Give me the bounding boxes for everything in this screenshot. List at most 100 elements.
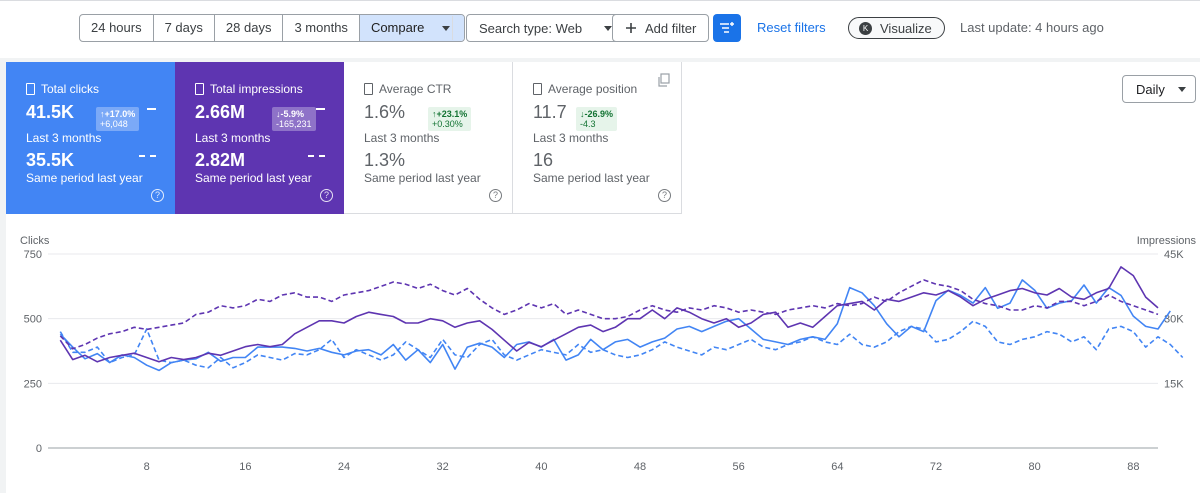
last-update-text: Last update: 4 hours ago bbox=[960, 20, 1104, 35]
change-badge: ↑+23.1% +0.30% bbox=[428, 107, 472, 131]
x-tick-label: 40 bbox=[535, 461, 547, 473]
range-3-months[interactable]: 3 months bbox=[283, 15, 360, 41]
add-filter-label: Add filter bbox=[645, 20, 697, 36]
card-header: Average CTR bbox=[364, 82, 512, 96]
card-value: 1.6% bbox=[364, 102, 406, 122]
search-type-dropdown[interactable]: Search type: Web bbox=[466, 14, 626, 42]
reset-filters-link[interactable]: Reset filters bbox=[757, 20, 826, 35]
chevron-down-icon bbox=[604, 25, 613, 31]
range-28-days[interactable]: 28 days bbox=[215, 15, 284, 41]
card-value: 2.66M bbox=[195, 102, 246, 122]
y-tick-label-left: 0 bbox=[36, 443, 42, 455]
performance-panel: Total clicks 41.5K ↑+17.0% +6,048 Last 3… bbox=[6, 62, 1200, 493]
x-tick-label: 32 bbox=[437, 461, 449, 473]
compare-dropdown[interactable]: Compare bbox=[359, 15, 465, 41]
checkbox-icon bbox=[533, 83, 542, 95]
card-header: Total impressions bbox=[195, 82, 344, 96]
visualize-button[interactable]: K Visualize bbox=[848, 17, 945, 39]
series-line-2 bbox=[59, 266, 1159, 363]
series-line-3 bbox=[59, 279, 1159, 350]
plus-icon bbox=[626, 23, 636, 33]
copy-icon[interactable] bbox=[657, 73, 671, 87]
card-total-clicks[interactable]: Total clicks 41.5K ↑+17.0% +6,048 Last 3… bbox=[6, 62, 175, 214]
x-tick-label: 16 bbox=[239, 461, 251, 473]
checkbox-icon bbox=[364, 83, 373, 95]
visualize-avatar-icon: K bbox=[859, 21, 872, 35]
card-compare-value: 2.82M bbox=[195, 150, 246, 170]
help-icon[interactable]: ? bbox=[151, 189, 164, 202]
card-header: Total clicks bbox=[26, 82, 175, 96]
compare-label: Compare bbox=[370, 20, 425, 35]
solid-line-legend-icon bbox=[147, 108, 156, 110]
toolbar: 24 hours 7 days 28 days 3 months Compare… bbox=[0, 0, 1200, 58]
card-title: Average CTR bbox=[379, 82, 452, 96]
change-absolute: +0.30% bbox=[432, 119, 463, 129]
x-tick-label: 24 bbox=[338, 461, 350, 473]
card-title: Total clicks bbox=[41, 82, 100, 96]
card-total-impressions[interactable]: Total impressions 2.66M ↓-5.9% -165,231 … bbox=[175, 62, 344, 214]
y-tick-label-right: 15K bbox=[1164, 378, 1184, 390]
change-percent: ↑+17.0% bbox=[100, 109, 136, 119]
x-tick-label: 80 bbox=[1029, 461, 1041, 473]
card-header: Average position bbox=[533, 82, 681, 96]
series-line-1 bbox=[59, 320, 1184, 369]
x-tick-label: 88 bbox=[1127, 461, 1139, 473]
card-value: 11.7 bbox=[533, 102, 567, 122]
help-icon[interactable]: ? bbox=[320, 189, 333, 202]
search-type-label: Search type: Web bbox=[479, 20, 583, 36]
x-tick-label: 56 bbox=[733, 461, 745, 473]
visualize-label: Visualize bbox=[880, 20, 932, 36]
card-period-label: Last 3 months bbox=[195, 131, 271, 145]
change-absolute: +6,048 bbox=[100, 119, 128, 129]
chevron-down-icon bbox=[442, 25, 451, 31]
card-compare-value: 1.3% bbox=[364, 150, 406, 170]
y-tick-label-left: 500 bbox=[24, 314, 42, 326]
checkbox-icon bbox=[195, 83, 204, 95]
y-axis-title-left: Clicks bbox=[20, 235, 50, 247]
help-icon[interactable]: ? bbox=[489, 189, 502, 202]
help-icon[interactable]: ? bbox=[658, 189, 671, 202]
x-tick-label: 8 bbox=[144, 461, 150, 473]
granularity-dropdown[interactable]: Daily bbox=[1122, 75, 1196, 103]
y-axis-title-right: Impressions bbox=[1137, 235, 1197, 247]
card-average-position[interactable]: Average position 11.7 ↓-26.9% -4.3 Last … bbox=[513, 62, 682, 214]
card-compare-value: 16 bbox=[533, 150, 554, 170]
card-compare-label: Same period last year bbox=[195, 171, 312, 185]
dashed-line-legend-icon bbox=[308, 155, 325, 157]
toolbar-separator bbox=[452, 16, 453, 40]
card-title: Average position bbox=[548, 82, 638, 96]
range-24-hours[interactable]: 24 hours bbox=[80, 15, 154, 41]
change-badge: ↓-26.9% -4.3 bbox=[576, 107, 618, 131]
range-7-days[interactable]: 7 days bbox=[154, 15, 215, 41]
y-tick-label-left: 750 bbox=[24, 249, 42, 261]
card-average-ctr[interactable]: Average CTR 1.6% ↑+23.1% +0.30% Last 3 m… bbox=[344, 62, 513, 214]
add-filter-button[interactable]: Add filter bbox=[612, 14, 710, 42]
card-compare-label: Same period last year bbox=[364, 171, 481, 185]
toolbar-divider bbox=[0, 0, 1200, 1]
checkbox-icon bbox=[26, 83, 35, 95]
card-period-label: Last 3 months bbox=[533, 131, 609, 145]
card-title: Total impressions bbox=[210, 82, 303, 96]
series-line-0 bbox=[59, 279, 1171, 372]
change-percent: ↑+23.1% bbox=[432, 109, 468, 119]
y-tick-label-right: 30K bbox=[1164, 314, 1184, 326]
change-badge: ↓-5.9% -165,231 bbox=[272, 107, 316, 131]
card-compare-value: 35.5K bbox=[26, 150, 75, 170]
dashed-line-legend-icon bbox=[139, 155, 156, 157]
filter-list-icon bbox=[720, 22, 734, 33]
solid-line-legend-icon bbox=[316, 108, 325, 110]
x-tick-label: 48 bbox=[634, 461, 646, 473]
filter-settings-button[interactable] bbox=[713, 14, 741, 42]
x-tick-label: 64 bbox=[831, 461, 843, 473]
performance-chart: 0 250 500 750 15K 30K 45K Clicks Impressions 8 16 2… bbox=[20, 235, 1197, 473]
card-value: 41.5K bbox=[26, 102, 75, 122]
card-period-label: Last 3 months bbox=[364, 131, 440, 145]
change-percent: ↓-5.9% bbox=[276, 109, 305, 119]
date-range-selector: 24 hours 7 days 28 days 3 months Compare bbox=[79, 14, 466, 42]
card-period-label: Last 3 months bbox=[26, 131, 102, 145]
card-compare-label: Same period last year bbox=[533, 171, 650, 185]
y-tick-label-left: 250 bbox=[24, 378, 42, 390]
x-tick-label: 72 bbox=[930, 461, 942, 473]
card-compare-label: Same period last year bbox=[26, 171, 143, 185]
granularity-label: Daily bbox=[1136, 81, 1165, 97]
